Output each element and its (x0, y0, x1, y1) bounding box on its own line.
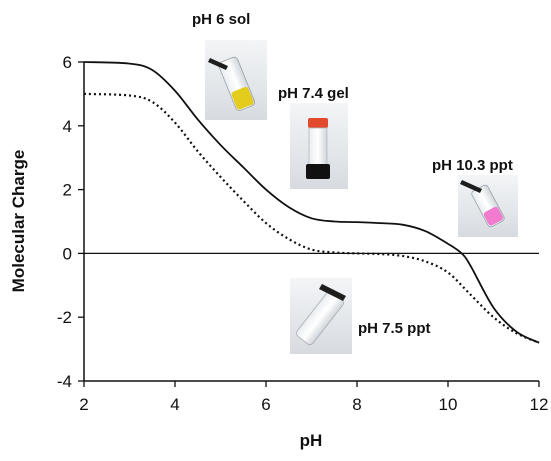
x-tick-label-1: 4 (170, 395, 179, 414)
annotation-ph6-sol: pH 6 sol (192, 11, 250, 28)
y-tick-label-1: -2 (57, 308, 72, 327)
x-axis-label: pH (300, 431, 323, 450)
y-axis-ticks: -4 -2 0 2 4 6 (57, 53, 84, 391)
y-tick-label-4: 4 (63, 117, 72, 136)
x-tick-label-0: 2 (79, 395, 88, 414)
photo-ph75-ppt (290, 278, 352, 354)
annotation-ph74-gel: pH 7.4 gel (278, 85, 349, 102)
y-tick-label-0: -4 (57, 372, 72, 391)
photo-ph6-sol (205, 40, 267, 120)
x-axis-ticks: 2 4 6 8 10 12 (79, 381, 548, 414)
x-tick-label-5: 12 (530, 395, 549, 414)
y-axis-label: Molecular Charge (9, 150, 28, 293)
x-tick-label-3: 8 (352, 395, 361, 414)
photo-ph103-ppt (458, 175, 518, 237)
photo-ph74-gel (290, 103, 348, 189)
x-tick-label-4: 10 (439, 395, 458, 414)
y-tick-label-3: 2 (63, 181, 72, 200)
x-tick-label-2: 6 (261, 395, 270, 414)
annotation-ph103-ppt: pH 10.3 ppt (432, 157, 513, 174)
annotation-ph75-ppt: pH 7.5 ppt (358, 320, 431, 337)
y-tick-label-2: 0 (63, 244, 72, 263)
y-tick-label-5: 6 (63, 53, 72, 72)
